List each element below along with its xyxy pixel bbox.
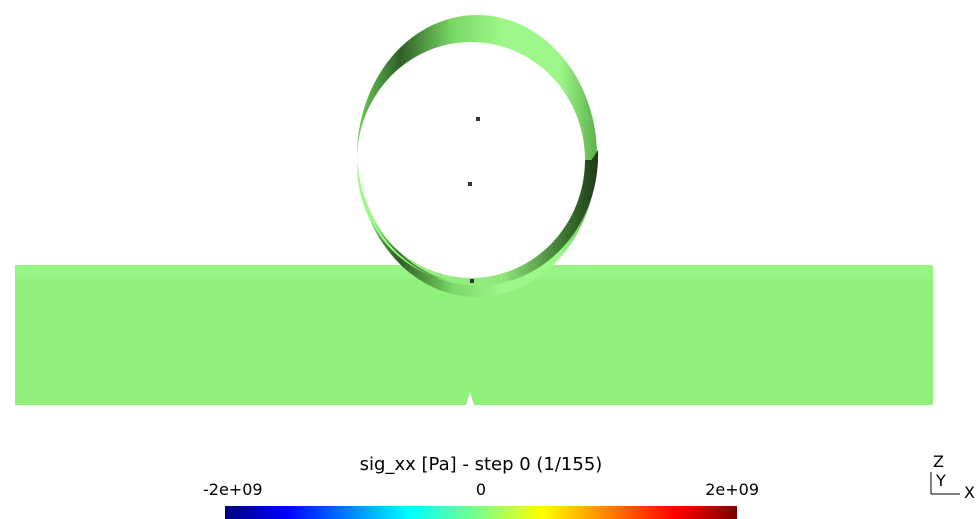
node: [476, 117, 480, 121]
colorbar-tick-label: 0: [476, 480, 486, 499]
node: [468, 182, 472, 186]
model: [15, 15, 933, 405]
colorbar-title: sig_xx [Pa] - step 0 (1/155): [360, 454, 603, 475]
axis-label: X: [964, 483, 975, 502]
axis-label: Z: [933, 452, 944, 471]
colorbar-tick-label: -2e+09: [203, 480, 263, 499]
node: [470, 279, 474, 283]
cylinder-hole: [357, 42, 585, 278]
colorbar-tick-label: 2e+09: [705, 480, 759, 499]
colorbar: sig_xx [Pa] - step 0 (1/155) -2e+09 0 2e+0…: [203, 454, 759, 519]
colorbar-gradient: [225, 506, 737, 519]
axis-label: Y: [935, 471, 946, 490]
viewport: sig_xx [Pa] - step 0 (1/155) -2e+09 0 2e+0…: [0, 0, 980, 519]
axis-triad: Z Y X: [931, 452, 975, 502]
